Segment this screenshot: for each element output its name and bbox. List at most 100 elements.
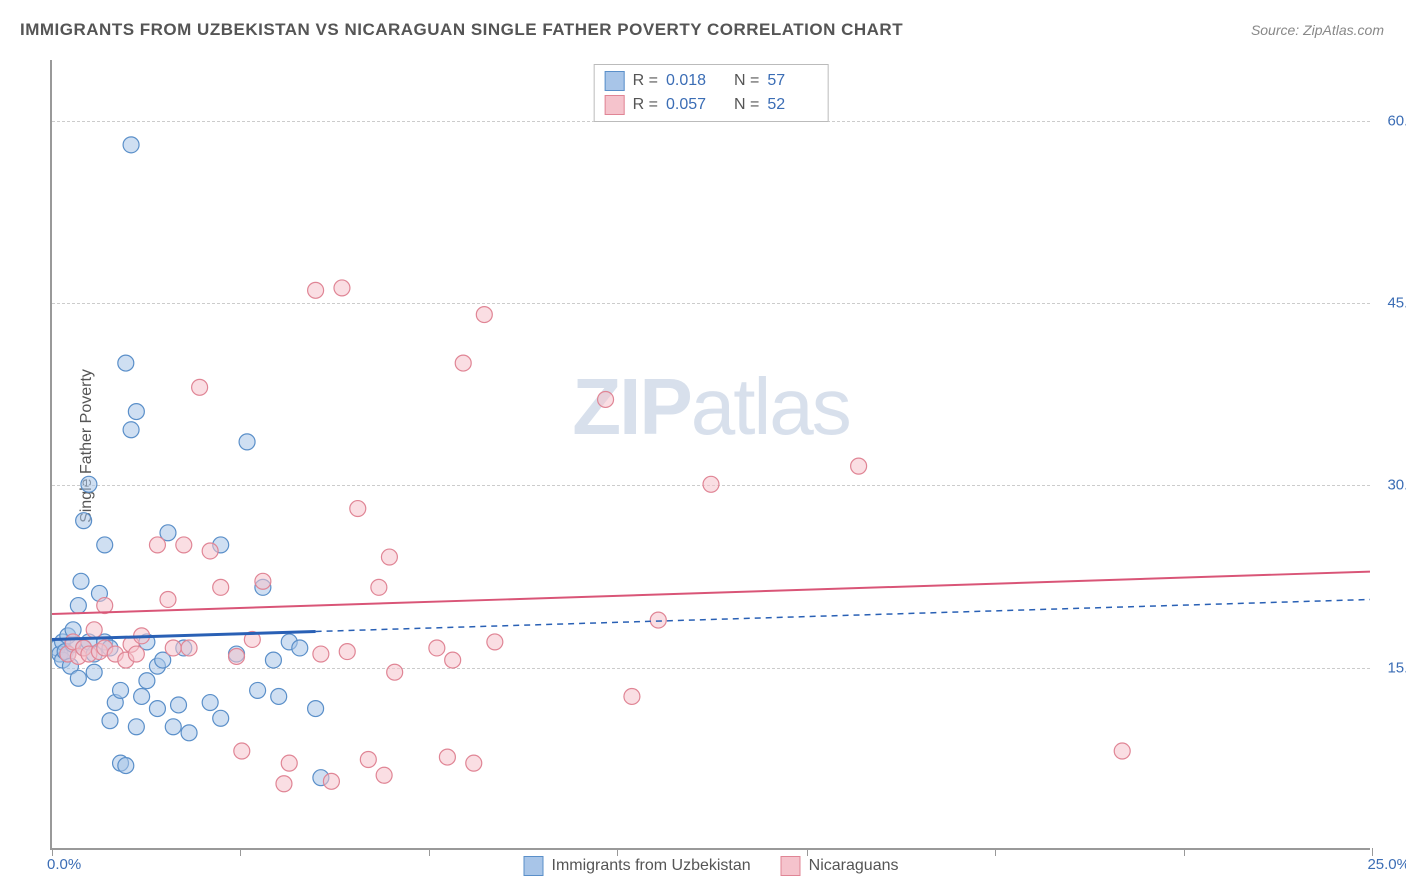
scatter-point-nicaraguans — [176, 537, 192, 553]
scatter-point-uzbekistan — [239, 434, 255, 450]
scatter-point-nicaraguans — [339, 644, 355, 660]
scatter-point-nicaraguans — [381, 549, 397, 565]
scatter-point-nicaraguans — [128, 646, 144, 662]
plot-area: ZIPatlas R = 0.018 N = 57 R = 0.057 N = … — [50, 60, 1370, 850]
n-label: N = — [734, 96, 759, 114]
scatter-point-uzbekistan — [70, 670, 86, 686]
x-tick — [52, 848, 53, 856]
scatter-point-nicaraguans — [387, 664, 403, 680]
scatter-point-nicaraguans — [650, 612, 666, 628]
scatter-plot-svg — [52, 60, 1370, 848]
scatter-point-uzbekistan — [70, 598, 86, 614]
scatter-point-uzbekistan — [134, 688, 150, 704]
scatter-point-nicaraguans — [281, 755, 297, 771]
scatter-point-uzbekistan — [128, 404, 144, 420]
scatter-point-nicaraguans — [160, 591, 176, 607]
r-value-uzbekistan: 0.018 — [666, 72, 716, 90]
scatter-point-nicaraguans — [323, 773, 339, 789]
scatter-point-nicaraguans — [313, 646, 329, 662]
scatter-point-nicaraguans — [202, 543, 218, 559]
scatter-point-uzbekistan — [123, 137, 139, 153]
swatch-uzbekistan — [524, 856, 544, 876]
scatter-point-nicaraguans — [149, 537, 165, 553]
scatter-point-uzbekistan — [265, 652, 281, 668]
scatter-point-nicaraguans — [308, 282, 324, 298]
scatter-point-nicaraguans — [455, 355, 471, 371]
x-tick — [995, 848, 996, 856]
legend-item-nicaraguans: Nicaraguans — [781, 856, 899, 876]
legend-label-uzbekistan: Immigrants from Uzbekistan — [552, 857, 751, 875]
r-label: R = — [633, 96, 658, 114]
scatter-point-nicaraguans — [598, 391, 614, 407]
scatter-point-uzbekistan — [308, 701, 324, 717]
scatter-point-uzbekistan — [97, 537, 113, 553]
scatter-point-uzbekistan — [149, 701, 165, 717]
x-tick — [429, 848, 430, 856]
scatter-point-uzbekistan — [102, 713, 118, 729]
scatter-point-uzbekistan — [181, 725, 197, 741]
swatch-nicaraguans — [605, 95, 625, 115]
scatter-point-nicaraguans — [234, 743, 250, 759]
scatter-point-nicaraguans — [466, 755, 482, 771]
scatter-point-nicaraguans — [703, 476, 719, 492]
swatch-uzbekistan — [605, 71, 625, 91]
legend-row-uzbekistan: R = 0.018 N = 57 — [605, 69, 818, 93]
scatter-point-uzbekistan — [81, 476, 97, 492]
scatter-point-nicaraguans — [476, 307, 492, 323]
correlation-legend: R = 0.018 N = 57 R = 0.057 N = 52 — [594, 64, 829, 122]
scatter-point-uzbekistan — [171, 697, 187, 713]
scatter-point-nicaraguans — [624, 688, 640, 704]
trend-line-dashed-uzbekistan — [316, 599, 1370, 631]
x-tick — [617, 848, 618, 856]
x-tick — [1372, 848, 1373, 856]
x-tick — [1184, 848, 1185, 856]
scatter-point-uzbekistan — [128, 719, 144, 735]
scatter-point-uzbekistan — [73, 573, 89, 589]
x-tick — [807, 848, 808, 856]
scatter-point-nicaraguans — [97, 598, 113, 614]
scatter-point-nicaraguans — [229, 648, 245, 664]
scatter-point-nicaraguans — [376, 767, 392, 783]
scatter-point-nicaraguans — [334, 280, 350, 296]
scatter-point-nicaraguans — [255, 573, 271, 589]
series-legend: Immigrants from Uzbekistan Nicaraguans — [516, 856, 907, 876]
scatter-point-uzbekistan — [113, 682, 129, 698]
scatter-point-uzbekistan — [123, 422, 139, 438]
scatter-point-uzbekistan — [213, 710, 229, 726]
scatter-point-nicaraguans — [181, 640, 197, 656]
x-axis-min-label: 0.0% — [47, 856, 81, 873]
scatter-point-nicaraguans — [487, 634, 503, 650]
scatter-point-uzbekistan — [86, 664, 102, 680]
r-label: R = — [633, 72, 658, 90]
scatter-point-uzbekistan — [250, 682, 266, 698]
scatter-point-nicaraguans — [86, 622, 102, 638]
scatter-point-uzbekistan — [292, 640, 308, 656]
source-attribution: Source: ZipAtlas.com — [1251, 22, 1384, 38]
scatter-point-nicaraguans — [429, 640, 445, 656]
y-tick-label: 30.0% — [1375, 477, 1406, 494]
legend-row-nicaraguans: R = 0.057 N = 52 — [605, 93, 818, 117]
scatter-point-uzbekistan — [202, 695, 218, 711]
legend-label-nicaraguans: Nicaraguans — [809, 857, 899, 875]
scatter-point-nicaraguans — [350, 501, 366, 517]
trend-line-nicaraguans — [52, 572, 1370, 614]
x-axis-max-label: 25.0% — [1367, 856, 1406, 873]
swatch-nicaraguans — [781, 856, 801, 876]
scatter-point-nicaraguans — [276, 776, 292, 792]
scatter-point-nicaraguans — [439, 749, 455, 765]
n-value-nicaraguans: 52 — [767, 96, 817, 114]
scatter-point-nicaraguans — [851, 458, 867, 474]
scatter-point-nicaraguans — [371, 579, 387, 595]
n-label: N = — [734, 72, 759, 90]
scatter-point-nicaraguans — [1114, 743, 1130, 759]
scatter-point-nicaraguans — [213, 579, 229, 595]
x-tick — [240, 848, 241, 856]
scatter-point-uzbekistan — [165, 719, 181, 735]
scatter-point-uzbekistan — [118, 758, 134, 774]
scatter-point-nicaraguans — [165, 640, 181, 656]
scatter-point-nicaraguans — [192, 379, 208, 395]
n-value-uzbekistan: 57 — [767, 72, 817, 90]
y-tick-label: 60.0% — [1375, 112, 1406, 129]
r-value-nicaraguans: 0.057 — [666, 96, 716, 114]
scatter-point-uzbekistan — [139, 673, 155, 689]
